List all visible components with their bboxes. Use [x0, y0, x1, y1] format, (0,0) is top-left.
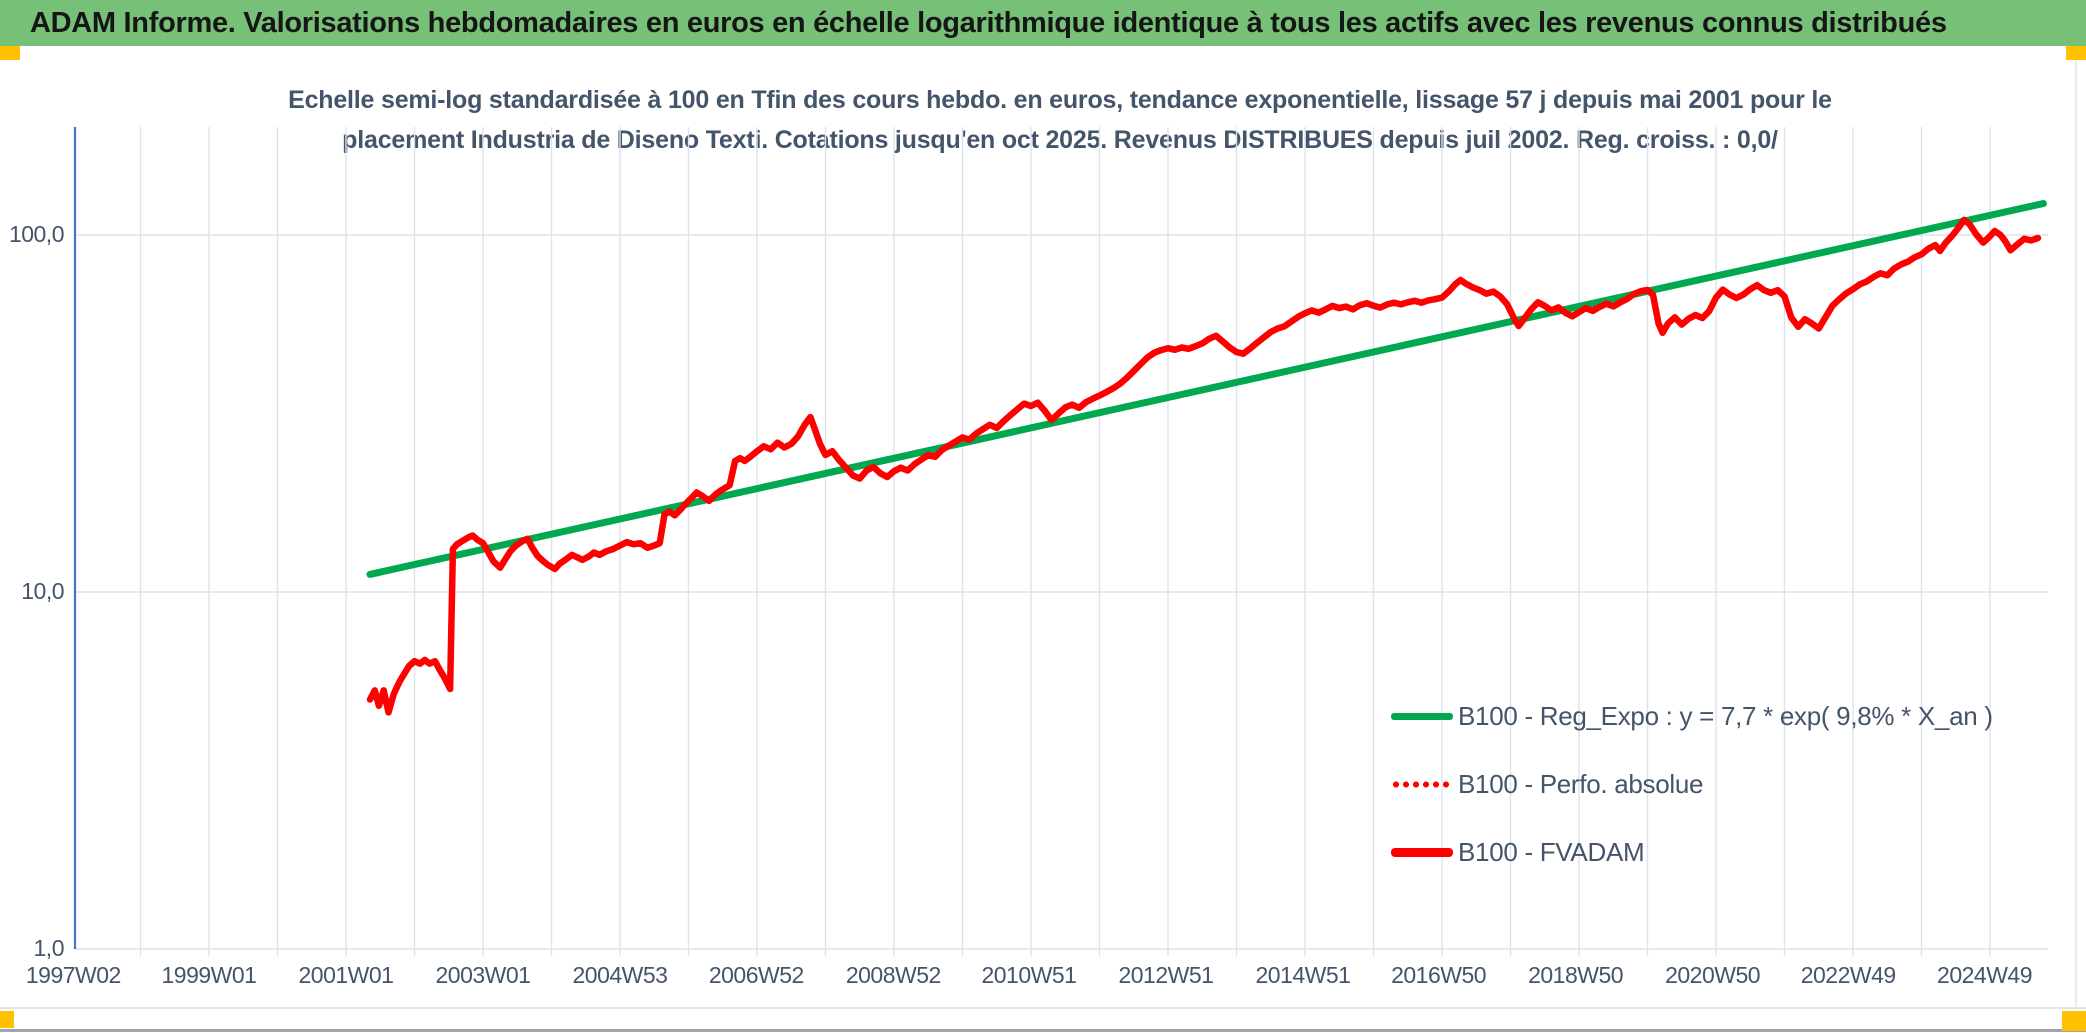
legend-item-perfo-absolue: B100 - Perfo. absolue [1391, 767, 1993, 801]
x-axis-label: 2004W53 [572, 962, 668, 988]
x-axis-label: 2010W51 [981, 962, 1077, 988]
x-axis-label: 2024W49 [1937, 962, 2032, 988]
content-right-border [2075, 60, 2077, 1007]
legend-label: B100 - Perfo. absolue [1458, 768, 1704, 799]
accent-corner-top-left [0, 46, 20, 60]
chart-title: Echelle semi-log standardisée à 100 en T… [90, 80, 2030, 160]
legend-label: B100 - FVADAM [1458, 836, 1645, 867]
legend-label: B100 - Reg_Expo : y = 7,7 * exp( 9,8% * … [1458, 700, 1993, 731]
chart-legend: B100 - Reg_Expo : y = 7,7 * exp( 9,8% * … [1391, 699, 1993, 903]
accent-corner-top-right [2066, 46, 2086, 60]
title-bar: ADAM Informe. Valorisations hebdomadaire… [0, 0, 2086, 46]
red-line-swatch-icon [1391, 847, 1453, 857]
y-axis-label-100: 100,0 [8, 221, 65, 247]
legend-item-fvadam: B100 - FVADAM [1391, 835, 1993, 869]
green-line-swatch-icon [1391, 712, 1453, 720]
y-axis-label-1: 1,0 [33, 935, 65, 961]
x-axis-label: 2003W01 [435, 962, 531, 988]
chart-title-line-2: placement Industria de Diseno Texti. Cot… [342, 126, 1778, 154]
x-axis-label: 1999W01 [161, 962, 257, 988]
x-axis-label: 2001W01 [298, 962, 394, 988]
accent-corner-bottom-left [0, 1011, 14, 1028]
x-axis-label: 2006W52 [708, 962, 804, 988]
accent-corner-bottom-right [2062, 1011, 2086, 1031]
series-reg-expo [366, 200, 2047, 578]
red-dotted-line-swatch-icon [1391, 779, 1453, 789]
x-axis-label: 2020W50 [1665, 962, 1761, 988]
x-axis-label: 2018W50 [1528, 962, 1624, 988]
legend-item-reg-expo: B100 - Reg_Expo : y = 7,7 * exp( 9,8% * … [1391, 699, 1993, 733]
footer-divider-line [0, 1007, 2086, 1009]
x-axis-label: 2022W49 [1800, 962, 1896, 988]
x-axis-label: 1997W02 [25, 962, 121, 988]
x-axis-label: 2012W51 [1118, 962, 1214, 988]
page-title: ADAM Informe. Valorisations hebdomadaire… [30, 6, 1947, 39]
x-axis-label: 2014W51 [1255, 962, 1351, 988]
bottom-edge-line [0, 1029, 2086, 1032]
x-axis-label: 2016W50 [1391, 962, 1487, 988]
chart-title-line-1: Echelle semi-log standardisée à 100 en T… [288, 86, 1832, 114]
y-axis-label-10: 10,0 [21, 578, 64, 604]
series-fvadam [366, 216, 2042, 716]
x-axis-label: 2008W52 [845, 962, 941, 988]
